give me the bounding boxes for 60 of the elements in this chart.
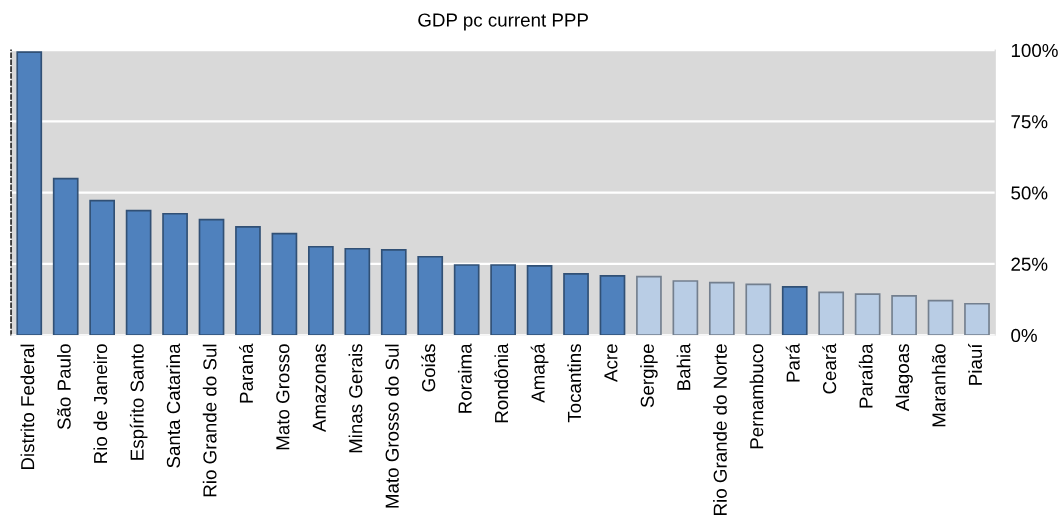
x-tick-label: Paraná [239,343,253,403]
bar [781,286,808,336]
bar [162,212,188,336]
x-tick-label: Santa Catarina [166,343,181,468]
y-tick-label: 50% [1011,186,1048,200]
bar [745,283,772,336]
y-tick-label: 75% [1011,115,1048,129]
bar [198,218,225,336]
x-tick-label: Maranhão [931,344,946,427]
y-tick-label: 100% [1011,43,1058,58]
x-tick-label: Amazonas [312,344,326,432]
x-tick-label: Mato Grosso do Sul [385,344,399,508]
x-tick-label: Pará [785,343,800,382]
bar [235,225,261,336]
bar [964,302,990,336]
x-tick-label: Rio de Janeiro [93,344,108,463]
x-tick-label: Ceará [822,343,837,394]
bar [563,273,589,336]
x-tick-label: Pernambuco [749,344,764,449]
bar [52,177,79,336]
x-tick-label: Piauí [968,343,983,385]
bar [708,281,735,336]
x-tick-label: São Paulo [56,344,71,430]
bar [16,51,43,336]
bar [344,247,371,336]
bar [891,294,917,336]
x-tick-label: Acre [604,344,618,382]
bar [818,291,845,336]
bar [308,245,334,336]
x-tick-label: Minas Gerais [348,344,363,453]
bar [927,299,954,336]
x-tick-label: Rio Grande do Sul [202,344,217,497]
x-tick-label: Tocantins [567,344,582,423]
y-tick-label: 0% [1011,328,1037,343]
chart-title: GDP pc current PPP [418,13,588,31]
bar [453,264,480,336]
bar [636,275,662,336]
bar [526,265,553,336]
x-tick-label: Roraima [457,343,472,413]
bar [125,209,152,336]
x-tick-label: Rondônia [494,343,509,423]
x-tick-label: Bahia [676,343,691,390]
x-tick-label: Rio Grande do Norte [713,344,727,515]
x-tick-label: Amapá [530,343,549,403]
bar [417,255,444,336]
bar [490,264,516,336]
x-tick-label: Espírito Santo [129,344,148,460]
x-tick-label: Sergipe [640,344,658,408]
x-tick-label: Alagoas [895,344,913,412]
bar [854,293,881,336]
x-tick-label: Mato Grosso [276,344,290,450]
bar [599,275,626,336]
x-tick-label: Distrito Federal [20,344,35,470]
x-tick-label: Paraíba [858,343,873,408]
bar [672,280,699,336]
y-tick-label: 25% [1011,257,1048,271]
bar [89,199,116,336]
bar [271,232,298,336]
x-tick-label: Goiás [421,344,436,392]
bar [380,249,407,336]
